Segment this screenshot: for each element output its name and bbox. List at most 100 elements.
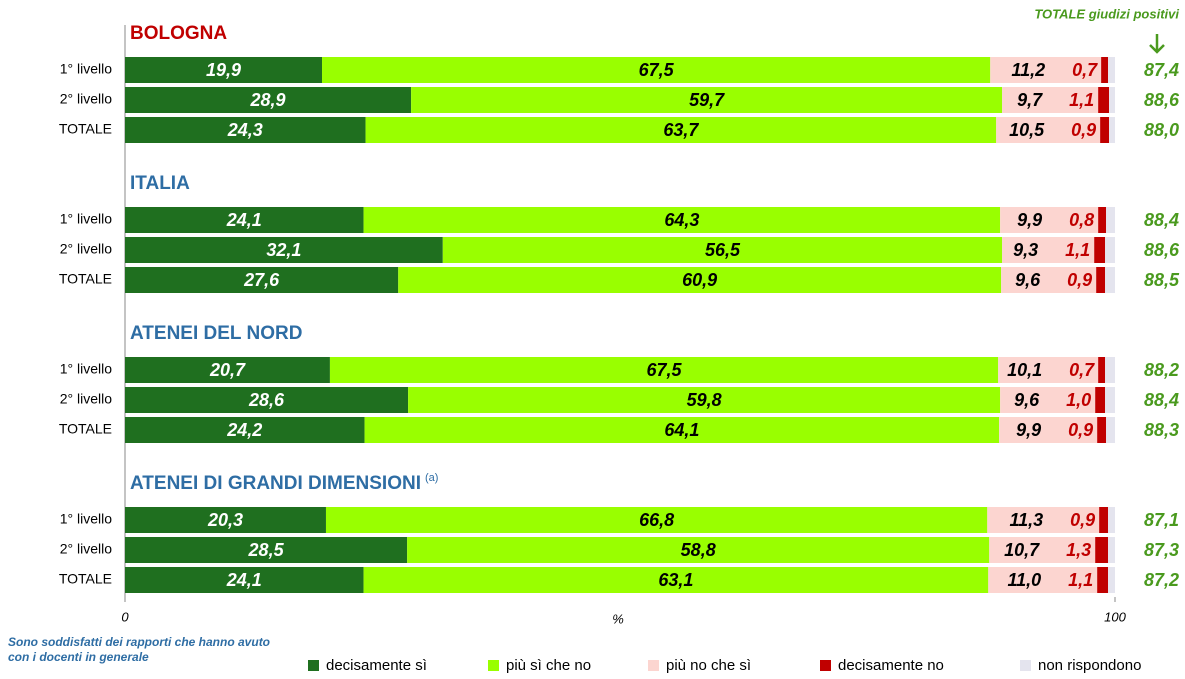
bar-segment (125, 507, 326, 533)
value-label: 27,6 (243, 270, 280, 290)
bar-segment (364, 417, 1000, 443)
bar-segment (998, 357, 1099, 383)
bar-segment (1000, 207, 1099, 233)
value-label: 67,5 (639, 60, 675, 80)
category-label: TOTALE (59, 421, 112, 437)
bar-segment (1108, 537, 1115, 563)
group-title: BOLOGNA (130, 23, 227, 44)
x-tick-label: 0 (121, 609, 129, 624)
value-label: 59,7 (689, 90, 725, 110)
bar-segment (125, 417, 365, 443)
value-label: 24,3 (227, 120, 263, 140)
category-label: 2° livello (60, 91, 113, 107)
bar-segment (125, 57, 323, 83)
value-label: 0,9 (1071, 120, 1096, 140)
legend-swatch (488, 660, 499, 671)
bar-segment (398, 267, 1002, 293)
bar-segment (1108, 567, 1115, 593)
category-label: TOTALE (59, 271, 112, 287)
bar-segment (1096, 267, 1106, 293)
bar-segment (442, 237, 1003, 263)
bar-segment (987, 507, 1100, 533)
group-title: ATENEI DEL NORD (130, 323, 302, 344)
legend-label: decisamente no (838, 657, 944, 674)
bar-segment (125, 87, 412, 113)
bar-segment (125, 237, 443, 263)
total-label: 87,2 (1144, 570, 1179, 590)
category-label: 1° livello (60, 61, 113, 77)
bar-segment (1097, 567, 1109, 593)
bar-segment (1109, 87, 1115, 113)
bar-segment (1099, 507, 1109, 533)
value-label: 28,6 (248, 390, 285, 410)
legend-swatch (1020, 660, 1031, 671)
value-label: 0,9 (1070, 510, 1095, 530)
group-title: ITALIA (130, 173, 190, 194)
bar-segment (1000, 387, 1096, 413)
value-label: 9,9 (1017, 210, 1042, 230)
value-label: 0,8 (1069, 210, 1094, 230)
arrow (1149, 34, 1165, 54)
category-label: TOTALE (59, 571, 112, 587)
bar-segment (1098, 207, 1107, 233)
value-label: 66,8 (639, 510, 674, 530)
group-title-text: ATENEI DI GRANDI DIMENSIONI (130, 473, 421, 494)
group-title: ATENEI DI GRANDI DIMENSIONI (a) (130, 472, 438, 494)
value-label: 0,7 (1072, 60, 1098, 80)
category-label: TOTALE (59, 121, 112, 137)
bar-segment (1109, 117, 1115, 143)
bar-segment (1108, 507, 1115, 533)
bar-segment (999, 417, 1098, 443)
value-label: 0,7 (1069, 360, 1095, 380)
bar-segment (329, 357, 999, 383)
value-label: 9,6 (1015, 270, 1041, 290)
bar-segment (1098, 87, 1110, 113)
total-label: 88,4 (1144, 210, 1179, 230)
value-label: 0,9 (1068, 420, 1093, 440)
bar-segment (1097, 417, 1107, 443)
value-label: 64,1 (664, 420, 699, 440)
bar-segment (1108, 57, 1115, 83)
bar-segment (990, 57, 1102, 83)
bar-segment (125, 207, 364, 233)
value-label: 9,3 (1013, 240, 1038, 260)
legend-label: non rispondono (1038, 657, 1141, 674)
bar-segment (1105, 357, 1115, 383)
legend-label: decisamente sì (326, 657, 427, 674)
bar-segment (365, 117, 997, 143)
group-note: (a) (425, 472, 438, 484)
bar-segment (988, 567, 1098, 593)
bar-segment (1105, 387, 1115, 413)
bar-segment (363, 567, 989, 593)
value-label: 20,3 (207, 510, 243, 530)
total-label: 88,4 (1144, 390, 1179, 410)
total-label: 88,6 (1144, 240, 1180, 260)
value-label: 67,5 (647, 360, 683, 380)
total-label: 88,5 (1144, 270, 1180, 290)
bar-segment (1095, 537, 1109, 563)
value-label: 0,9 (1067, 270, 1092, 290)
bar-segment (1106, 207, 1115, 233)
bar-segment (1105, 237, 1115, 263)
value-label: 1,1 (1069, 90, 1094, 110)
bar-segment (125, 567, 364, 593)
bar-segment (1106, 417, 1115, 443)
bar-segment (1098, 357, 1106, 383)
bar-segment (125, 357, 330, 383)
legend-swatch (820, 660, 831, 671)
value-label: 20,7 (209, 360, 246, 380)
bar-segment (125, 117, 366, 143)
value-label: 11,3 (1009, 510, 1043, 530)
group-title-text: ATENEI DEL NORD (130, 323, 302, 344)
bar-segment (1095, 387, 1106, 413)
value-label: 59,8 (687, 390, 722, 410)
x-tick-label: 100 (1104, 609, 1126, 624)
legend-label: più sì che no (506, 657, 591, 674)
bar-segment (322, 57, 991, 83)
value-label: 1,0 (1066, 390, 1091, 410)
bar-segment (408, 387, 1001, 413)
x-axis-label: % (612, 611, 624, 626)
value-label: 11,0 (1007, 570, 1041, 590)
value-label: 10,1 (1007, 360, 1042, 380)
